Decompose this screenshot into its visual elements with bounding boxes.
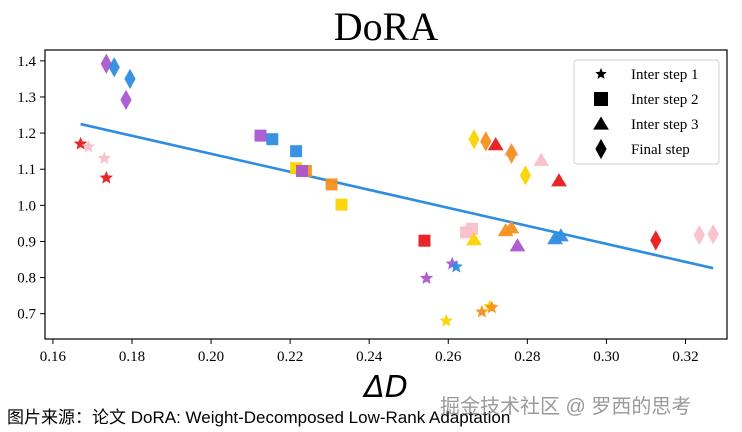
figure-caption: 图片来源：论文 DoRA: Weight-Decomposed Low-Rank…: [7, 408, 511, 427]
data-point-triangle: [533, 152, 550, 166]
legend-marker-triangle: [593, 116, 609, 130]
x-tick-label: 0.20: [198, 349, 224, 365]
legend-label: Inter step 3: [631, 117, 698, 133]
legend-label: Inter step 1: [631, 67, 698, 83]
data-point-diamond: [100, 53, 112, 74]
y-tick-label: 1.0: [17, 198, 36, 214]
x-tick-label: 0.16: [40, 349, 67, 365]
data-point-diamond: [480, 131, 492, 152]
legend-box: [573, 59, 720, 165]
data-point-triangle: [509, 238, 526, 252]
x-tick-label: 0.32: [672, 349, 698, 365]
data-point-triangle: [503, 220, 520, 234]
data-point-diamond: [693, 224, 705, 246]
chart-title: DoRA: [334, 4, 439, 49]
data-point-diamond: [108, 57, 120, 78]
data-point-star: [419, 271, 434, 284]
data-point-triangle: [487, 137, 504, 151]
legend-marker-square: [594, 92, 608, 106]
data-point-diamond: [124, 68, 136, 90]
legend-label: Final step: [631, 142, 690, 158]
x-tick-label: 0.26: [435, 349, 462, 365]
data-point-triangle: [551, 173, 567, 187]
data-point-star: [99, 170, 113, 184]
data-point-star: [97, 151, 111, 165]
y-tick-label: 0.9: [17, 234, 36, 250]
data-point-square: [466, 222, 478, 235]
y-tick-label: 1.1: [17, 162, 36, 178]
x-tick-label: 0.18: [119, 349, 145, 365]
data-point-star: [439, 313, 453, 327]
data-point-diamond: [468, 129, 480, 150]
x-tick-label: 0.22: [277, 349, 303, 365]
x-axis: 0.16 0.18 0.20 0.22 0.24 0.26 0.28 0.30 0.32: [40, 339, 699, 365]
trend-line: [80, 122, 714, 270]
y-axis: 0.7 0.8 0.9 1.0 1.1 1.2 1.3 1.4: [17, 54, 45, 323]
legend: Inter step 1 Inter step 2 Inter step 3 Fina…: [573, 59, 720, 165]
data-point-square: [290, 145, 303, 158]
y-tick-label: 1.4: [17, 54, 36, 70]
data-point-square: [325, 178, 338, 191]
data-point-diamond: [120, 89, 132, 111]
y-tick-label: 0.7: [17, 307, 36, 323]
data-point-diamond: [519, 165, 532, 186]
series-inter-step-3: [466, 137, 569, 252]
watermark: 掘金技术社区 @ 罗西的思考: [440, 396, 692, 418]
data-point-star: [485, 300, 499, 314]
y-tick-label: 1.3: [17, 90, 36, 106]
data-point-square: [266, 133, 279, 146]
axes-frame: [44, 49, 728, 340]
data-point-star: [475, 304, 489, 318]
legend-label: Inter step 2: [631, 92, 698, 108]
data-point-triangle: [466, 232, 482, 246]
y-tick-label: 0.8: [17, 271, 36, 287]
y-tick-label: 1.2: [17, 126, 36, 142]
data-point-diamond: [650, 230, 662, 251]
legend-marker-star: [595, 68, 607, 79]
data-point-star: [449, 259, 463, 273]
data-point-square: [335, 198, 348, 211]
data-point-square: [296, 165, 308, 177]
x-tick-label: 0.30: [593, 349, 619, 365]
x-tick-label: 0.28: [514, 349, 540, 365]
series-final-step: [100, 53, 719, 251]
legend-marker-diamond: [595, 138, 607, 160]
x-tick-label: 0.24: [356, 349, 383, 365]
plot-area: [73, 53, 719, 327]
series-inter-step-1: [73, 136, 499, 327]
data-point-star: [73, 136, 88, 150]
data-point-triangle: [553, 228, 569, 242]
series-inter-step-2: [254, 129, 478, 247]
x-axis-label: ΔD: [362, 370, 408, 405]
data-point-square: [418, 234, 431, 247]
data-point-diamond: [707, 224, 719, 245]
data-point-diamond: [505, 143, 518, 164]
data-point-star: [81, 139, 96, 153]
data-point-square: [254, 129, 267, 142]
